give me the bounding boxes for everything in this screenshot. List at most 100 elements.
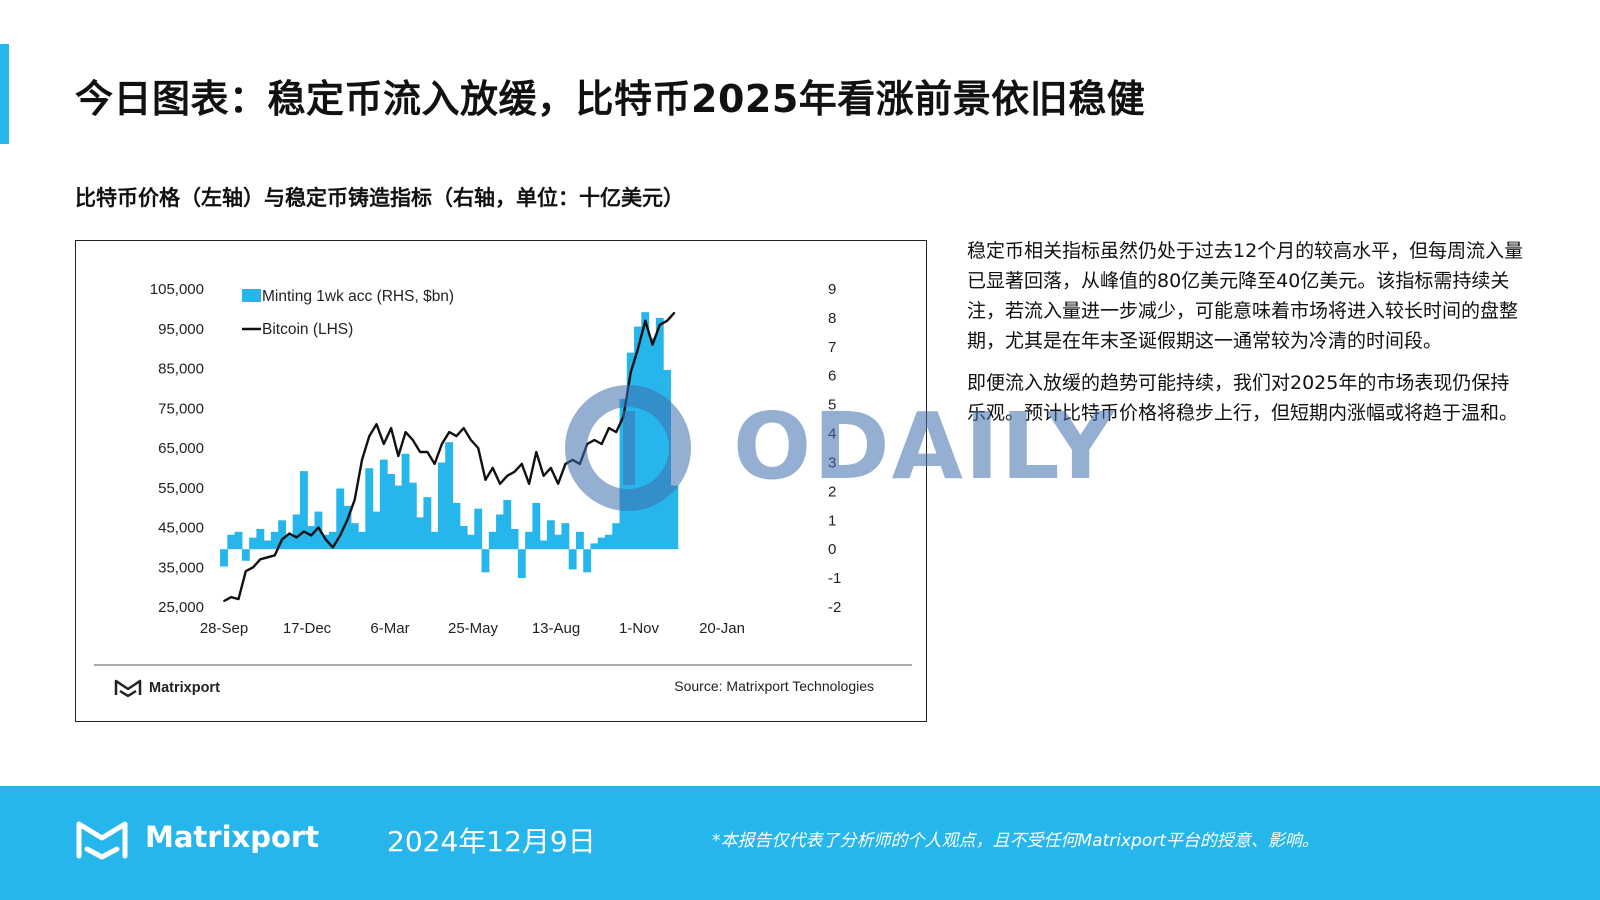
x-axis-tick-label: 20-Jan <box>699 620 745 637</box>
right-axis-tick-label: 3 <box>828 454 836 471</box>
x-axis-tick-label: 13-Aug <box>532 620 580 637</box>
left-axis-ticks: 25,000 35,000 45,000 55,000 65,000 75,000 85,0… <box>150 281 204 616</box>
minting-bar <box>561 523 570 550</box>
minting-bar <box>299 471 308 550</box>
bitcoin-point <box>549 466 552 469</box>
left-axis-tick-label: 35,000 <box>158 559 204 576</box>
bitcoin-point <box>491 466 494 469</box>
left-axis-tick-label: 45,000 <box>158 520 204 537</box>
minting-bar <box>249 537 257 550</box>
bitcoin-point <box>557 482 560 485</box>
minting-bar <box>394 485 403 550</box>
minting-bar <box>278 520 287 550</box>
x-axis-ticks: 28-Sep 17-Dec 6-Mar 25-May 13-Aug 1-Nov 20-Jan <box>200 620 745 637</box>
bitcoin-point <box>571 459 574 461</box>
right-axis-tick-label: 7 <box>828 339 836 356</box>
minting-bar <box>234 531 243 550</box>
bitcoin-point <box>462 427 465 430</box>
right-axis-tick-label: 5 <box>828 397 836 414</box>
commentary-paragraph-1: 稳定币相关指标虽然仍处于过去12个月的较高水平，但每周流入量已显著回落，从峰值的… <box>967 240 1524 352</box>
minting-bar <box>655 317 664 550</box>
minting-bar <box>292 514 301 550</box>
minting-bar <box>408 482 417 550</box>
matrixport-chart-logo <box>114 679 142 698</box>
bitcoin-point <box>404 431 407 433</box>
bitcoin-point <box>375 423 378 426</box>
bitcoin-point <box>542 474 545 477</box>
footer-brand: Matrixport <box>145 820 320 854</box>
minting-bar <box>314 511 323 550</box>
minting-bar <box>343 505 352 550</box>
minting-bar <box>416 517 425 550</box>
minting-bar <box>336 488 345 550</box>
bitcoin-point <box>499 482 501 485</box>
minting-bar <box>241 549 250 561</box>
minting-bar <box>496 514 504 550</box>
bitcoin-point <box>608 427 610 430</box>
chart-legend: Minting 1wk acc (RHS, $bn) Bitcoin (LHS) <box>242 288 454 338</box>
bitcoin-point <box>288 532 291 535</box>
minting-bar <box>227 534 236 550</box>
bitcoin-point <box>622 415 625 418</box>
bitcoin-point <box>382 443 385 445</box>
legend-minting-swatch <box>242 289 261 302</box>
bitcoin-point <box>223 600 225 602</box>
minting-bar <box>510 528 519 550</box>
footer-bar: Matrixport 2024年12月9日 *本报告仅代表了分析师的个人观点，且… <box>0 786 1600 900</box>
minting-bar <box>641 312 650 550</box>
bitcoin-point <box>673 311 676 314</box>
page-title: 今日图表：稳定币流入放缓，比特币2025年看涨前景依旧稳健 <box>75 77 1146 121</box>
minting-bar <box>430 531 439 550</box>
minting-bar <box>270 531 279 550</box>
left-axis-tick-label: 25,000 <box>158 599 204 616</box>
minting-bar <box>546 520 555 550</box>
minting-bar <box>452 502 461 550</box>
bitcoin-point <box>426 451 429 453</box>
bitcoin-point <box>324 538 327 541</box>
minting-bar <box>285 534 294 550</box>
minting-bar <box>575 531 584 550</box>
minting-bar <box>256 528 265 550</box>
left-axis-tick-label: 75,000 <box>158 400 204 417</box>
bitcoin-point <box>470 439 472 441</box>
minting-bar <box>372 511 381 550</box>
right-axis-tick-label: 1 <box>828 512 836 529</box>
minting-series <box>220 312 679 579</box>
bitcoin-point <box>259 558 262 561</box>
minting-bar <box>605 534 613 550</box>
right-axis-tick-label: -1 <box>828 570 841 587</box>
minting-bar <box>670 485 679 550</box>
disclaimer-text: *本报告仅代表了分析师的个人观点，且不受任何Matrixport平台的授意、影响… <box>712 831 1319 851</box>
minting-bar <box>321 534 330 550</box>
minting-bar <box>401 453 410 550</box>
report-date: 2024年12月9日 <box>387 825 596 858</box>
legend-bitcoin-label: Bitcoin (LHS) <box>262 321 353 338</box>
right-axis-tick-label: 8 <box>828 310 836 327</box>
right-axis-tick-label: 6 <box>828 368 836 385</box>
bitcoin-point <box>455 435 458 437</box>
bitcoin-point <box>615 431 618 433</box>
minting-bar <box>648 338 657 550</box>
matrixport-logo-icon <box>76 821 128 860</box>
bitcoin-point <box>564 463 567 465</box>
bitcoin-point <box>266 556 269 559</box>
minting-bar <box>590 543 599 550</box>
minting-bar <box>220 549 228 567</box>
right-axis-ticks: -2 -1 0 1 2 3 4 5 6 7 8 9 <box>828 281 841 616</box>
bitcoin-point <box>244 570 247 573</box>
bitcoin-point <box>600 443 603 445</box>
minting-bar <box>539 540 548 550</box>
bitcoin-point <box>273 554 276 557</box>
bitcoin-point <box>535 451 538 453</box>
matrixport-logo-icon <box>114 679 142 698</box>
bitcoin-point <box>361 459 363 461</box>
bitcoin-point <box>506 474 509 477</box>
bitcoin-point <box>651 343 654 346</box>
bitcoin-point <box>448 431 451 433</box>
bitcoin-point <box>578 463 581 465</box>
bitcoin-point <box>629 371 632 374</box>
bitcoin-point <box>484 478 487 481</box>
bitcoin-point <box>477 447 480 449</box>
bitcoin-point <box>440 443 443 445</box>
bitcoin-point <box>310 534 313 537</box>
